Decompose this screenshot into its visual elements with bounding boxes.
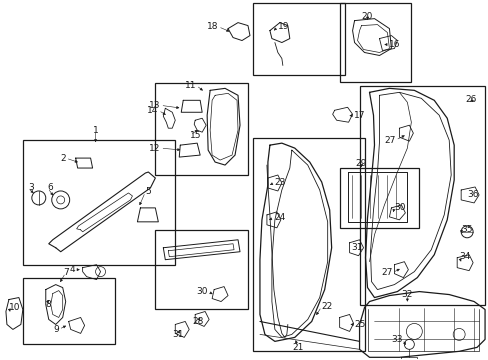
Text: 33: 33 [390,335,402,344]
Text: 26: 26 [465,95,476,104]
Text: 8: 8 [46,300,51,309]
Text: 28: 28 [192,317,203,326]
Text: 16: 16 [388,40,400,49]
Bar [252,138,364,351]
Bar [339,3,410,82]
Text: 11: 11 [184,81,196,90]
Text: 15: 15 [190,131,201,140]
Text: 17: 17 [353,111,365,120]
Bar [252,3,344,75]
Text: 23: 23 [273,179,285,188]
Text: 30: 30 [196,287,208,296]
Text: 27: 27 [383,136,395,145]
Text: 32: 32 [401,290,412,299]
Text: 21: 21 [291,343,303,352]
Text: 3: 3 [28,184,34,193]
Text: 24: 24 [273,213,285,222]
Text: 30: 30 [394,203,405,212]
Bar [359,86,484,305]
Text: 12: 12 [149,144,160,153]
Text: 35: 35 [460,225,472,234]
Text: 7: 7 [62,268,68,277]
Text: 5: 5 [145,188,151,197]
Bar [23,278,115,345]
Text: 27: 27 [380,268,392,277]
Text: 4: 4 [70,265,76,274]
Text: 18: 18 [206,22,218,31]
Text: 29: 29 [355,158,366,167]
Text: 14: 14 [147,106,158,115]
Text: 13: 13 [148,101,160,110]
Text: 1: 1 [93,126,98,135]
Text: 31: 31 [172,330,183,339]
Bar [23,140,175,265]
Text: 31: 31 [351,243,363,252]
Text: 2: 2 [60,154,65,163]
Text: 10: 10 [9,303,20,312]
Text: 19: 19 [277,22,289,31]
Text: 20: 20 [361,12,372,21]
Text: 9: 9 [53,325,59,334]
Bar [155,84,247,175]
Text: 22: 22 [321,302,332,311]
Text: 6: 6 [48,184,53,193]
Text: 25: 25 [354,320,365,329]
Text: 36: 36 [466,190,478,199]
Text: 34: 34 [458,252,469,261]
Bar [155,230,247,310]
Bar [339,168,419,228]
